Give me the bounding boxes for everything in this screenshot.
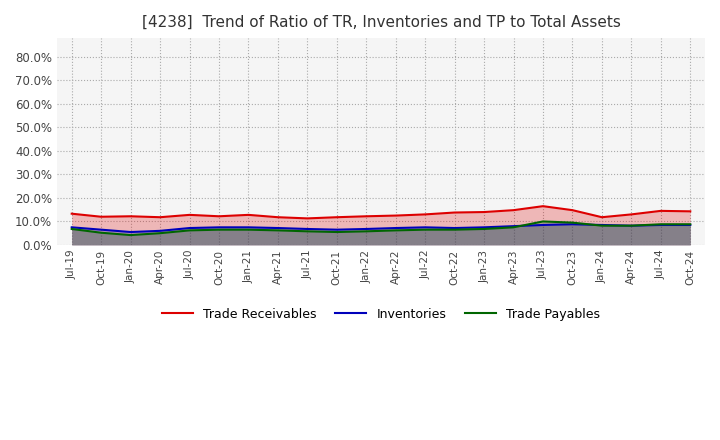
Trade Payables	[68, 226, 76, 231]
Trade Payables	[686, 222, 695, 227]
Trade Payables	[450, 227, 459, 232]
Inventories	[568, 222, 577, 227]
Inventories	[215, 225, 223, 230]
Trade Payables	[126, 232, 135, 238]
Trade Payables	[156, 231, 164, 236]
Inventories	[68, 225, 76, 230]
Trade Receivables	[598, 215, 606, 220]
Trade Payables	[244, 227, 253, 232]
Trade Receivables	[392, 213, 400, 218]
Trade Receivables	[362, 214, 371, 219]
Inventories	[480, 225, 488, 230]
Trade Receivables	[303, 216, 312, 221]
Trade Payables	[598, 223, 606, 228]
Inventories	[627, 223, 636, 228]
Trade Receivables	[156, 215, 164, 220]
Inventories	[333, 227, 341, 232]
Inventories	[421, 225, 430, 230]
Trade Payables	[303, 229, 312, 234]
Inventories	[539, 222, 547, 227]
Inventories	[185, 225, 194, 231]
Inventories	[509, 224, 518, 229]
Trade Payables	[421, 227, 430, 232]
Trade Payables	[362, 229, 371, 234]
Inventories	[303, 226, 312, 231]
Line: Trade Receivables: Trade Receivables	[72, 206, 690, 218]
Inventories	[598, 222, 606, 227]
Trade Payables	[215, 227, 223, 232]
Inventories	[657, 222, 665, 227]
Inventories	[686, 222, 695, 227]
Trade Payables	[97, 230, 106, 235]
Line: Inventories: Inventories	[72, 224, 690, 232]
Inventories	[126, 229, 135, 235]
Trade Receivables	[274, 215, 282, 220]
Trade Payables	[480, 226, 488, 231]
Inventories	[274, 225, 282, 231]
Title: [4238]  Trend of Ratio of TR, Inventories and TP to Total Assets: [4238] Trend of Ratio of TR, Inventories…	[142, 15, 621, 30]
Trade Receivables	[539, 204, 547, 209]
Trade Receivables	[509, 208, 518, 213]
Trade Receivables	[333, 215, 341, 220]
Line: Trade Payables: Trade Payables	[72, 221, 690, 235]
Trade Receivables	[215, 214, 223, 219]
Trade Payables	[509, 225, 518, 230]
Trade Receivables	[686, 209, 695, 214]
Trade Payables	[539, 219, 547, 224]
Trade Payables	[657, 222, 665, 227]
Inventories	[362, 226, 371, 231]
Trade Receivables	[97, 214, 106, 220]
Trade Receivables	[450, 210, 459, 215]
Trade Receivables	[244, 212, 253, 217]
Trade Receivables	[126, 214, 135, 219]
Trade Payables	[333, 229, 341, 235]
Trade Payables	[392, 228, 400, 233]
Trade Payables	[568, 220, 577, 225]
Trade Receivables	[657, 208, 665, 213]
Trade Receivables	[627, 212, 636, 217]
Trade Payables	[627, 223, 636, 228]
Inventories	[392, 225, 400, 231]
Trade Receivables	[421, 212, 430, 217]
Legend: Trade Receivables, Inventories, Trade Payables: Trade Receivables, Inventories, Trade Pa…	[157, 303, 606, 326]
Trade Receivables	[68, 211, 76, 216]
Inventories	[97, 227, 106, 232]
Trade Payables	[185, 228, 194, 233]
Inventories	[156, 228, 164, 234]
Inventories	[450, 225, 459, 231]
Inventories	[244, 225, 253, 230]
Trade Receivables	[568, 208, 577, 213]
Trade Payables	[274, 228, 282, 233]
Trade Receivables	[480, 209, 488, 215]
Trade Receivables	[185, 212, 194, 217]
